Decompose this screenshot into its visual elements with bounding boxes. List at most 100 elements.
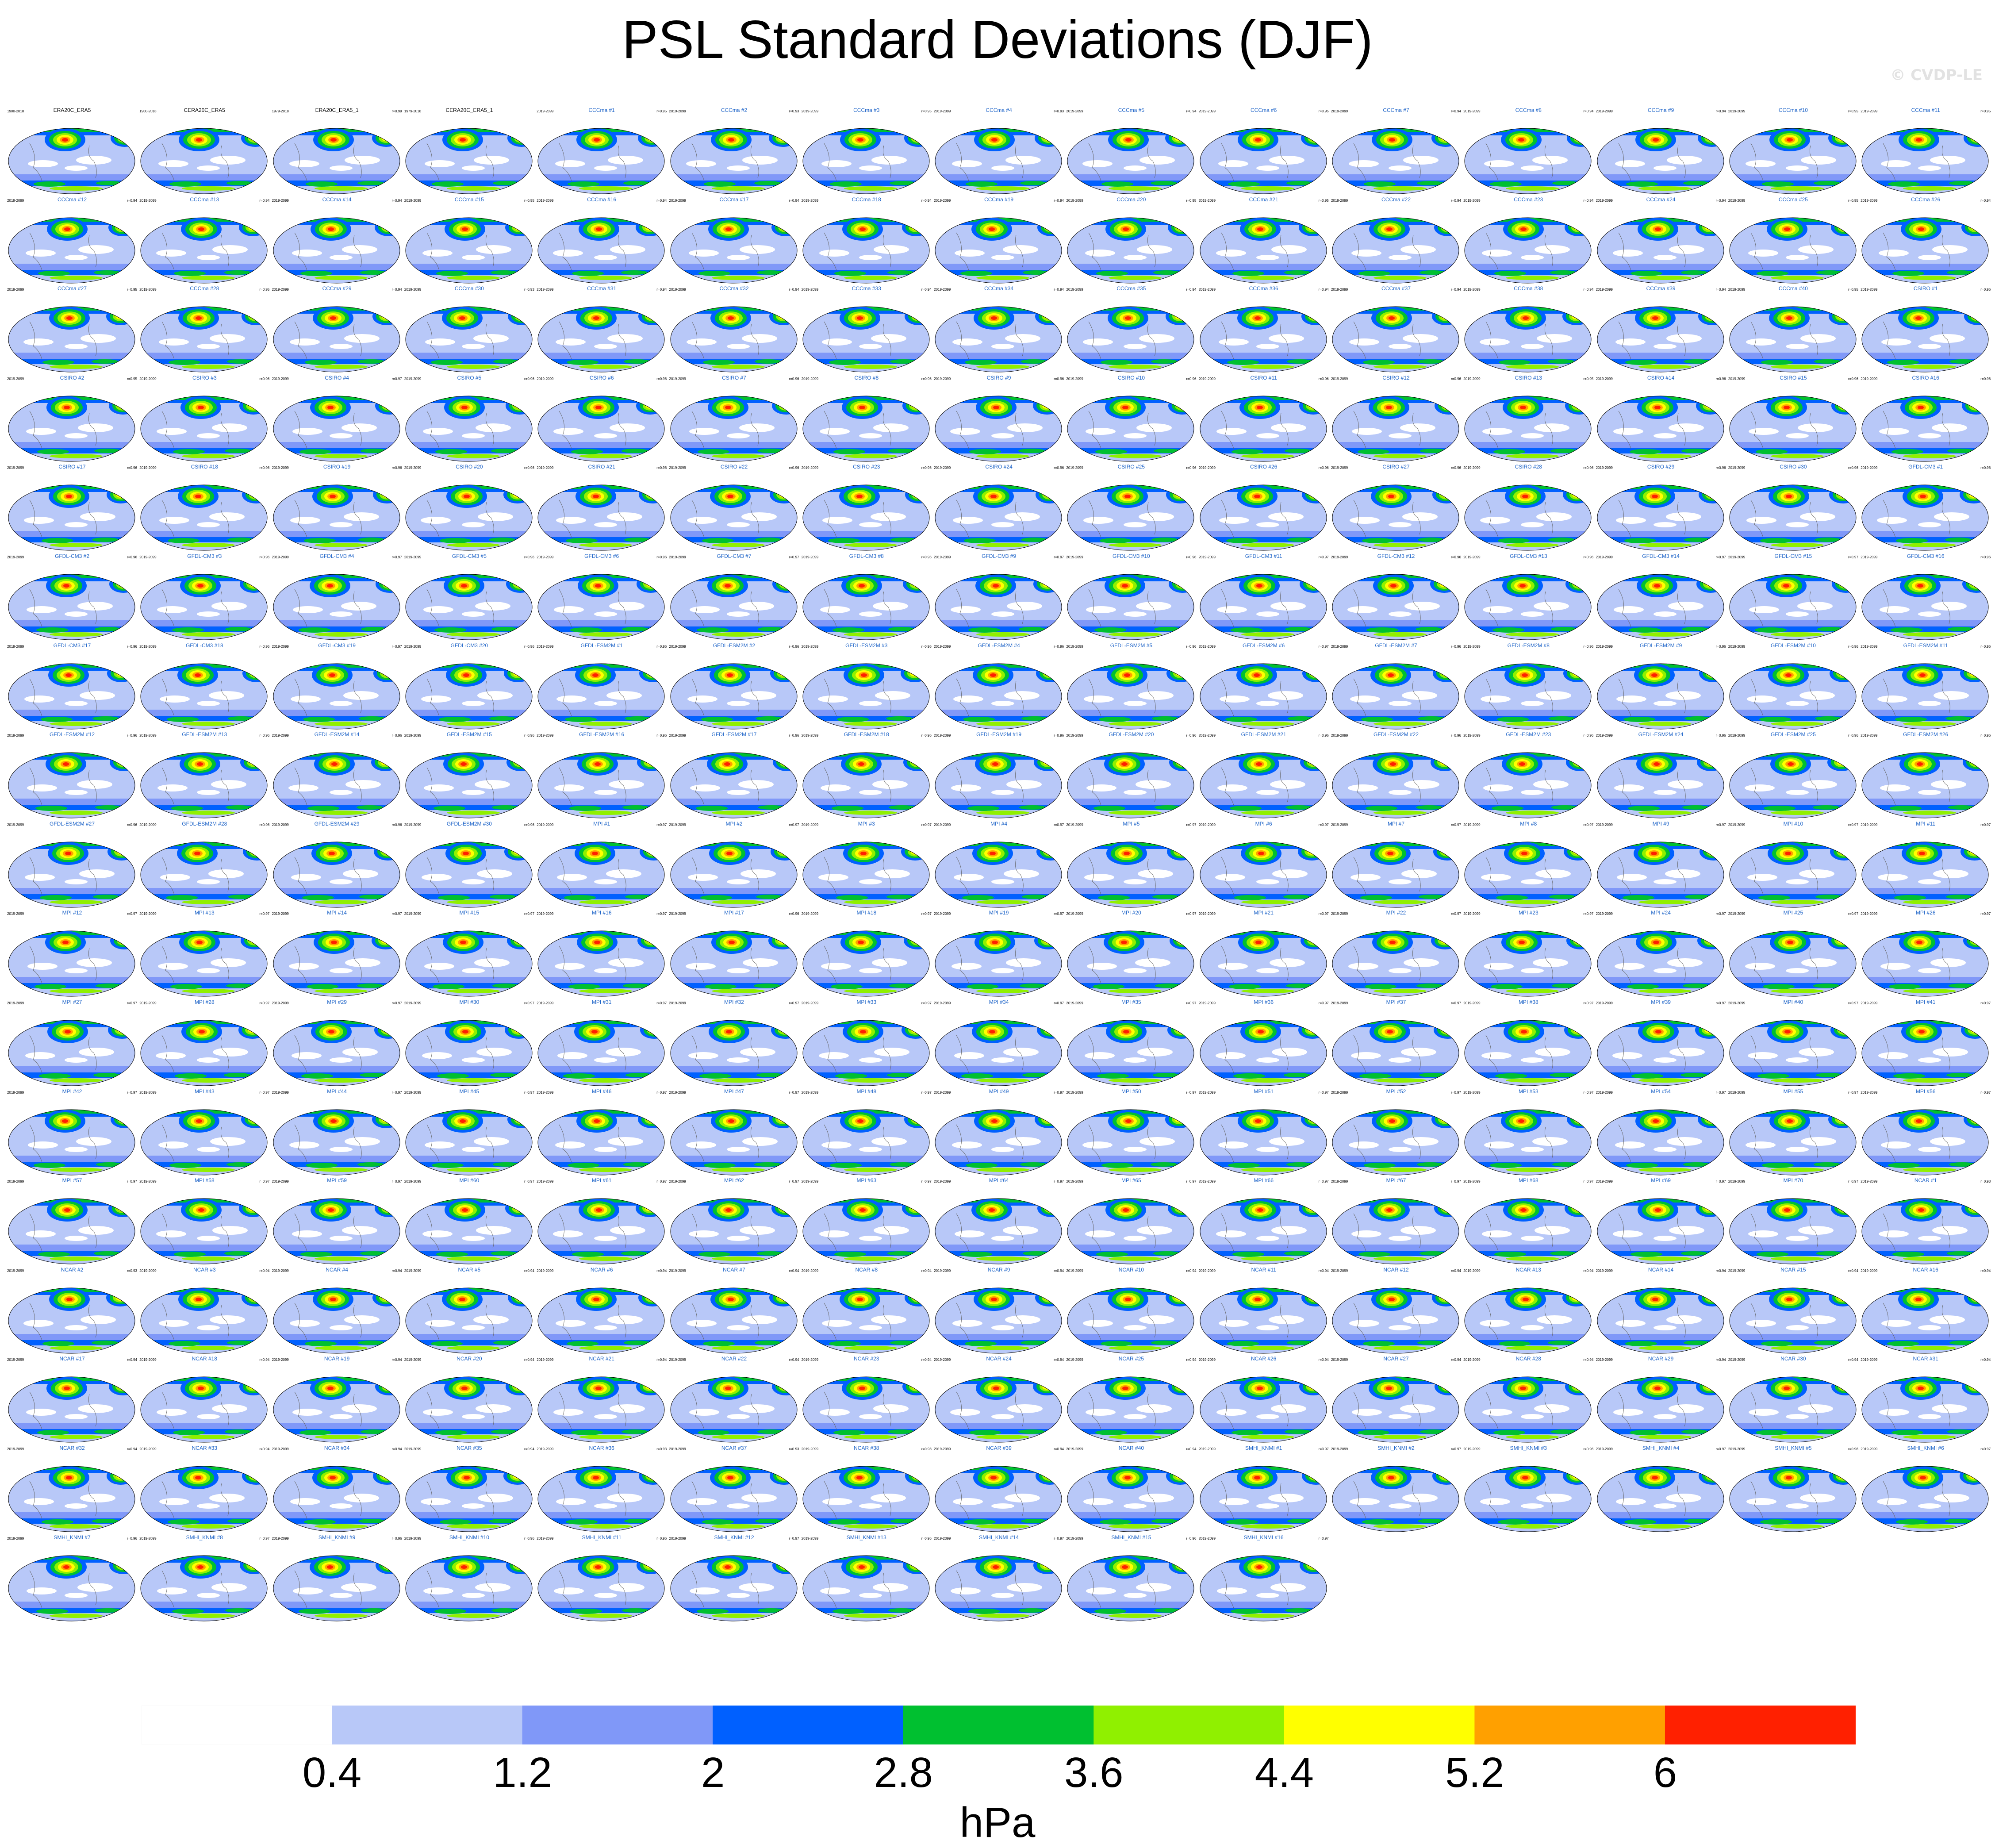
panel-years: 2019-2099 — [1728, 734, 1746, 738]
map-panel: CSIRO #7 2019-2099 r=0.96 — [668, 375, 800, 463]
panel-pattern-correlation: r=0.94 — [1318, 288, 1329, 292]
panel-map — [802, 128, 930, 194]
panel-pattern-correlation: r=0.96 — [921, 377, 932, 381]
panel-years: 2019-2099 — [1331, 555, 1348, 559]
panel-title: CCCma #40 — [1778, 285, 1808, 292]
panel-title: NCAR #16 — [1913, 1266, 1938, 1273]
panel-years: 2019-2099 — [1861, 555, 1878, 559]
panel-years: 2019-2099 — [537, 1179, 554, 1184]
map-panel: GFDL-ESM2M #9 2019-2099 r=0.96 — [1595, 642, 1727, 731]
panel-pattern-correlation: r=0.93 — [127, 1268, 137, 1273]
panel-title: NCAR #22 — [721, 1356, 747, 1362]
panel-pattern-correlation: r=0.97 — [259, 1536, 270, 1541]
panel-title: CCCma #23 — [1514, 196, 1543, 203]
map-panel: SMHI_KNMI #2 2019-2099 r=0.97 — [1330, 1445, 1462, 1533]
panel-years: 2019-2099 — [1331, 1179, 1348, 1184]
panel-map — [802, 306, 930, 373]
panel-pattern-correlation: r=0.97 — [1451, 1179, 1461, 1184]
panel-years: 2019-2099 — [1198, 555, 1216, 559]
panel-pattern-correlation: r=0.95 — [921, 109, 932, 113]
panel-title: SMHI_KNMI #8 — [186, 1534, 223, 1541]
map-panel: NCAR #2 2019-2099 r=0.93 — [6, 1267, 138, 1355]
panel-title: CSIRO #9 — [986, 374, 1011, 381]
panel-title: CCCma #22 — [1381, 196, 1411, 203]
panel-pattern-correlation: r=0.99 — [391, 109, 402, 113]
panel-years: 2019-2099 — [1463, 555, 1481, 559]
panel-years: 2019-2099 — [1596, 288, 1613, 292]
panel-pattern-correlation: r=0.97 — [1848, 1001, 1858, 1005]
colorbar — [142, 1706, 1856, 1744]
panel-map — [1729, 396, 1857, 462]
panel-title: GFDL-CM3 #4 — [319, 553, 354, 559]
panel-title: MPI #43 — [194, 1088, 215, 1095]
panel-years: 2019-2099 — [1728, 1358, 1746, 1362]
panel-pattern-correlation: r=0.94 — [259, 198, 270, 203]
panel-title: CSIRO #28 — [1515, 464, 1542, 470]
panel-map — [273, 1287, 400, 1354]
panel-pattern-correlation: r=0.94 — [1583, 109, 1594, 113]
map-panel: MPI #7 2019-2099 r=0.97 — [1330, 821, 1462, 909]
panel-years: 2019-2099 — [1728, 644, 1746, 649]
panel-years: 2019-2099 — [669, 822, 686, 827]
panel-map — [670, 396, 797, 462]
panel-title: GFDL-CM3 #9 — [982, 553, 1017, 559]
map-panel: GFDL-ESM2M #2 2019-2099 r=0.96 — [668, 642, 800, 731]
panel-years: 2019-2099 — [1066, 109, 1083, 113]
panel-pattern-correlation: r=0.96 — [259, 644, 270, 649]
map-panel: CSIRO #23 2019-2099 r=0.96 — [801, 464, 932, 552]
map-panel: CCCma #38 2019-2099 r=0.94 — [1462, 285, 1594, 374]
panel-pattern-correlation: r=0.96 — [1186, 377, 1197, 381]
panel-years: 2019-2099 — [272, 1090, 289, 1095]
panel-map — [1332, 1466, 1459, 1532]
map-panel: CCCma #2 2019-2099 r=0.93 — [668, 107, 800, 196]
panel-years: 2019-2099 — [1066, 734, 1083, 738]
panel-years: 2019-2099 — [669, 1090, 686, 1095]
map-panel: CCCma #19 2019-2099 r=0.94 — [933, 196, 1065, 285]
panel-map — [1729, 752, 1857, 818]
panel-pattern-correlation: r=0.97 — [127, 1090, 137, 1095]
map-panel: CERA20C_ERA5 1900-2018 — [138, 107, 270, 196]
map-panel: CCCma #4 2019-2099 r=0.93 — [933, 107, 1065, 196]
panel-years: 2019-2099 — [1463, 466, 1481, 470]
panel-map — [1200, 930, 1327, 997]
panel-map — [140, 396, 268, 462]
panel-pattern-correlation: r=0.96 — [1848, 1447, 1858, 1451]
panel-pattern-correlation: r=0.96 — [1848, 377, 1858, 381]
map-panel: GFDL-ESM2M #25 2019-2099 r=0.96 — [1727, 731, 1859, 820]
panel-years: 2019-2099 — [139, 734, 157, 738]
map-panel: CSIRO #3 2019-2099 r=0.96 — [138, 375, 270, 463]
panel-map — [1464, 1198, 1592, 1264]
panel-years: 2019-2099 — [801, 734, 819, 738]
panel-title: MPI #8 — [1520, 820, 1537, 827]
panel-pattern-correlation: r=0.96 — [656, 644, 667, 649]
panel-map — [802, 574, 930, 640]
panel-years: 2019-2099 — [537, 198, 554, 203]
panel-pattern-correlation: r=0.94 — [789, 288, 799, 292]
panel-map — [537, 1198, 665, 1264]
panel-pattern-correlation: r=0.94 — [921, 288, 932, 292]
panel-years: 2019-2099 — [934, 198, 951, 203]
map-panel: MPI #18 2019-2099 r=0.97 — [801, 910, 932, 998]
colorbar-bin — [1093, 1706, 1285, 1744]
panel-title: NCAR #24 — [986, 1356, 1012, 1362]
map-panel: CSIRO #12 2019-2099 r=0.96 — [1330, 375, 1462, 463]
map-panel: CCCma #35 2019-2099 r=0.94 — [1065, 285, 1197, 374]
map-panel: CCCma #15 2019-2099 r=0.95 — [403, 196, 535, 285]
panel-title: MPI #21 — [1254, 910, 1274, 916]
panel-pattern-correlation: r=0.97 — [1054, 912, 1064, 916]
panel-title: NCAR #28 — [1515, 1356, 1541, 1362]
map-panel: NCAR #17 2019-2099 r=0.94 — [6, 1356, 138, 1444]
map-panel: CSIRO #21 2019-2099 r=0.96 — [536, 464, 668, 552]
panel-years: 2019-2099 — [537, 1447, 554, 1451]
panel-map — [140, 1376, 268, 1443]
panel-title: MPI #34 — [989, 999, 1009, 1005]
panel-title: MPI #22 — [1386, 910, 1406, 916]
map-panel: MPI #70 2019-2099 r=0.97 — [1727, 1177, 1859, 1266]
panel-map — [1464, 663, 1592, 730]
map-panel: GFDL-CM3 #16 2019-2099 r=0.96 — [1860, 553, 1991, 642]
panel-pattern-correlation: r=0.97 — [1318, 1536, 1329, 1541]
map-panel: MPI #37 2019-2099 r=0.97 — [1330, 999, 1462, 1087]
panel-map — [1861, 841, 1989, 908]
panel-title: CSIRO #8 — [854, 374, 879, 381]
panel-years: 2019-2099 — [1198, 198, 1216, 203]
